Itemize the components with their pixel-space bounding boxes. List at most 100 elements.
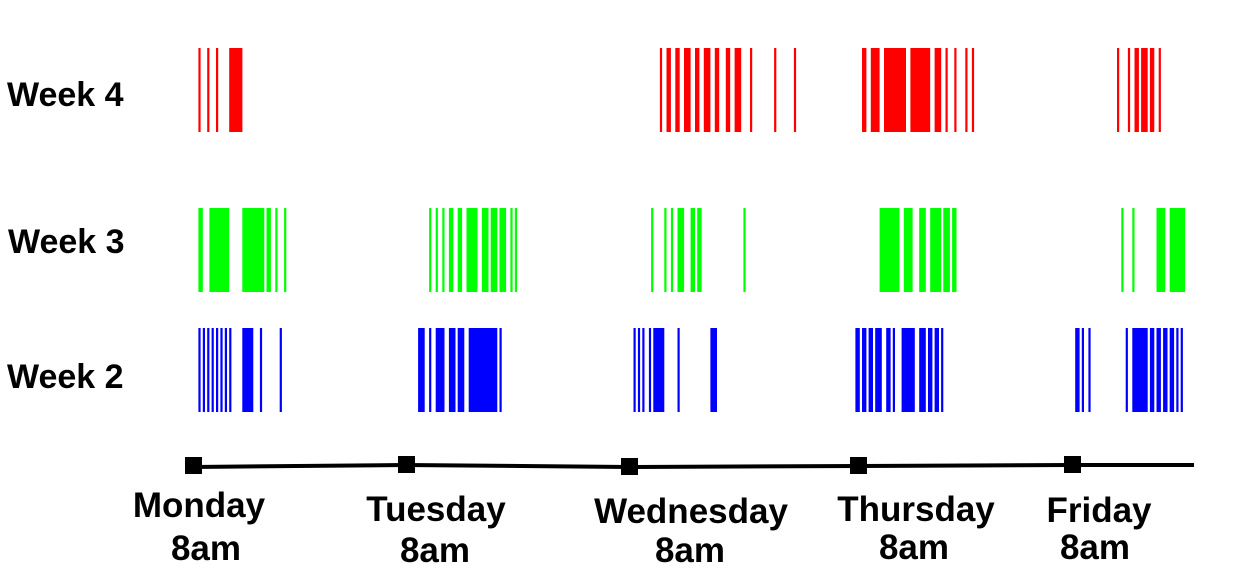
event-bar: [448, 328, 456, 412]
event-bar: [710, 328, 717, 412]
event-bar: [901, 328, 915, 412]
event-bar: [965, 48, 968, 132]
raster-row-week-3: [198, 208, 1186, 292]
event-bar: [1132, 208, 1135, 292]
event-bar: [886, 328, 891, 412]
event-bar: [266, 208, 271, 292]
event-bar: [1156, 208, 1166, 292]
event-bar: [1117, 48, 1120, 132]
axis-tick-thursday: [850, 457, 867, 474]
tick-label-friday-time: 8am: [1060, 528, 1130, 567]
event-bar: [892, 328, 895, 412]
event-bar: [468, 328, 498, 412]
event-bar: [875, 328, 882, 412]
event-bar: [934, 328, 939, 412]
event-bar: [198, 48, 201, 132]
event-bar: [934, 48, 942, 132]
event-bar: [703, 48, 711, 132]
event-bar: [734, 48, 742, 132]
event-bar: [1180, 328, 1183, 412]
event-bar: [435, 208, 438, 292]
event-bar: [677, 328, 680, 412]
event-bar: [1134, 48, 1139, 132]
event-bar: [202, 328, 205, 412]
event-bar: [642, 328, 645, 412]
event-bar: [714, 48, 720, 132]
event-bar: [220, 328, 223, 412]
event-bar: [490, 208, 498, 292]
event-bar: [429, 208, 432, 292]
event-bar: [664, 208, 667, 292]
event-bar: [653, 328, 665, 412]
event-bar: [435, 328, 445, 412]
event-bar: [279, 328, 282, 412]
event-bar: [442, 208, 445, 292]
event-bar: [862, 48, 867, 132]
event-bar: [1176, 328, 1179, 412]
event-bar: [862, 328, 867, 412]
event-bar: [1075, 328, 1080, 412]
event-bar: [242, 208, 265, 292]
tick-label-friday-day: Friday: [1046, 491, 1152, 530]
event-bar: [930, 208, 942, 292]
event-bar: [216, 328, 219, 412]
tick-label-wednesday-day: Wednesday: [594, 492, 788, 531]
event-bar: [1121, 208, 1124, 292]
event-bar: [952, 208, 957, 292]
event-bar: [207, 48, 210, 132]
event-bar: [1088, 328, 1091, 412]
event-bar: [868, 328, 873, 412]
row-labels: Week 4 Week 3 Week 2: [7, 76, 125, 396]
raster-rows: [198, 48, 1186, 412]
event-bar: [224, 328, 227, 412]
event-bar: [207, 328, 210, 412]
event-bar: [481, 208, 489, 292]
event-bar: [499, 208, 507, 292]
tick-label-thursday-time: 8am: [879, 528, 949, 567]
time-axis: [185, 456, 1194, 475]
tick-label-tuesday-time: 8am: [400, 531, 470, 570]
tick-label-thursday-day: Thursday: [837, 490, 995, 529]
event-bar: [284, 208, 287, 292]
row-label-week-3: Week 3: [8, 223, 125, 261]
event-bar: [750, 48, 753, 132]
event-bar: [870, 48, 880, 132]
event-bar: [418, 328, 425, 412]
event-bar: [1081, 328, 1084, 412]
event-bar: [666, 48, 671, 132]
event-bar: [659, 48, 663, 132]
event-bar: [774, 48, 777, 132]
event-bar: [1169, 328, 1175, 412]
event-bar: [216, 48, 219, 132]
event-bar: [457, 328, 465, 412]
event-bar: [198, 328, 201, 412]
axis-tick-monday: [185, 457, 202, 474]
event-bar: [919, 208, 926, 292]
event-bar: [637, 328, 641, 412]
event-bar: [1149, 328, 1155, 412]
tick-label-monday-time: 8am: [171, 529, 241, 568]
event-bar: [209, 208, 230, 292]
event-bar: [457, 208, 463, 292]
raster-row-week-2: [198, 328, 1183, 412]
event-bar: [648, 328, 652, 412]
raster-row-week-4: [198, 48, 1161, 132]
event-bar: [429, 328, 432, 412]
event-bar: [211, 328, 214, 412]
event-bar: [690, 208, 695, 292]
event-bar: [1125, 328, 1128, 412]
event-bar: [466, 208, 478, 292]
event-bar: [855, 328, 860, 412]
event-bar: [725, 48, 731, 132]
event-bar: [884, 48, 906, 132]
event-bar: [943, 208, 950, 292]
event-bar: [945, 48, 948, 132]
event-bar: [259, 328, 263, 412]
event-bar: [928, 328, 933, 412]
event-bar: [275, 208, 278, 292]
event-bar: [910, 48, 931, 132]
event-bar: [903, 208, 913, 292]
row-label-week-2: Week 2: [7, 358, 124, 396]
event-bar: [1158, 48, 1161, 132]
event-bar: [697, 208, 702, 292]
